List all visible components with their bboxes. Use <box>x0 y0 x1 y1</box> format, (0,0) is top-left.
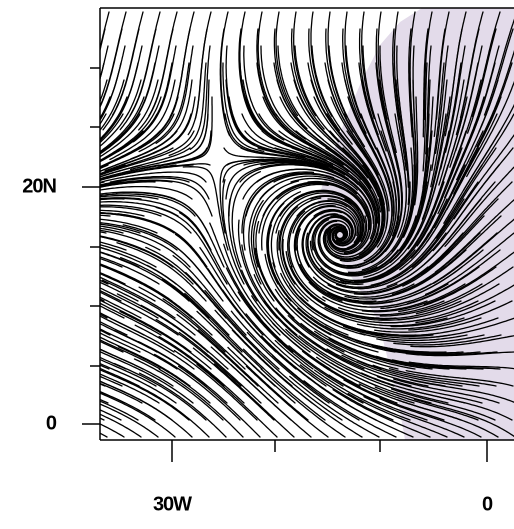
y-tick-label: 0 <box>46 412 57 434</box>
y-tick-label: 20N <box>22 175 56 197</box>
x-tick-label: 0 <box>482 493 493 515</box>
x-tick-label: 30W <box>153 493 192 515</box>
streamline-map: 20N 0 30W 0 <box>0 0 514 524</box>
